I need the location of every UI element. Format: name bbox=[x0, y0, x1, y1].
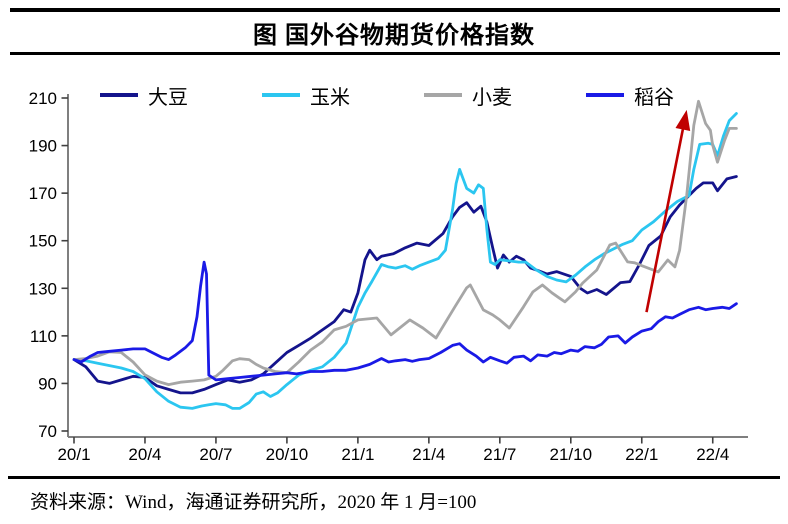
source-note: 资料来源：Wind，海通证券研究所，2020 年 1 月=100 bbox=[30, 492, 477, 513]
x-tick-label: 20/10 bbox=[266, 445, 309, 464]
y-tick-label: 90 bbox=[38, 374, 57, 393]
legend-label-rice: 稻谷 bbox=[634, 86, 674, 109]
series-line-soybean bbox=[72, 175, 738, 395]
legend-label-soybean: 大豆 bbox=[148, 86, 188, 109]
chart-title: 图 国外谷物期货价格指数 bbox=[253, 23, 535, 49]
source-divider-rule bbox=[8, 476, 780, 479]
x-tick-label: 20/7 bbox=[199, 445, 232, 464]
legend-item-soybean: 大豆 bbox=[100, 83, 188, 109]
x-tick-label: 22/4 bbox=[696, 445, 729, 464]
x-tick-label: 20/4 bbox=[128, 445, 161, 464]
series-line-wheat bbox=[72, 99, 738, 387]
top-rule bbox=[10, 8, 780, 12]
legend-item-wheat: 小麦 bbox=[424, 83, 512, 109]
legend-item-corn: 玉米 bbox=[262, 83, 350, 109]
title-divider-rule bbox=[10, 52, 780, 55]
series-line-rice bbox=[72, 260, 738, 382]
y-tick-label: 170 bbox=[29, 184, 57, 203]
y-tick-label: 130 bbox=[29, 279, 57, 298]
x-tick-label: 21/7 bbox=[483, 445, 516, 464]
y-tick-label: 70 bbox=[38, 422, 57, 441]
legend-label-wheat: 小麦 bbox=[472, 86, 512, 109]
soybean-line-swatch bbox=[100, 93, 138, 97]
y-tick-label: 190 bbox=[29, 137, 57, 156]
x-tick-label: 21/4 bbox=[412, 445, 445, 464]
legend-label-corn: 玉米 bbox=[310, 86, 350, 109]
wheat-line-swatch bbox=[424, 93, 462, 97]
trend-arrow-shaft bbox=[645, 125, 685, 313]
y-tick-label: 210 bbox=[29, 89, 57, 108]
corn-line-swatch bbox=[262, 93, 300, 97]
legend-item-rice: 稻谷 bbox=[586, 83, 674, 109]
trend-arrow-head bbox=[675, 109, 691, 131]
chart-legend: 大豆 玉米 小麦 稻谷 bbox=[0, 83, 788, 109]
x-tick-label: 21/1 bbox=[341, 445, 374, 464]
y-tick-label: 150 bbox=[29, 232, 57, 251]
y-tick-label: 110 bbox=[30, 327, 57, 346]
x-tick-label: 20/1 bbox=[57, 445, 90, 464]
rice-line-swatch bbox=[586, 93, 624, 97]
series-line-corn bbox=[72, 112, 738, 410]
x-tick-label: 22/1 bbox=[625, 445, 658, 464]
x-tick-label: 21/10 bbox=[550, 445, 593, 464]
